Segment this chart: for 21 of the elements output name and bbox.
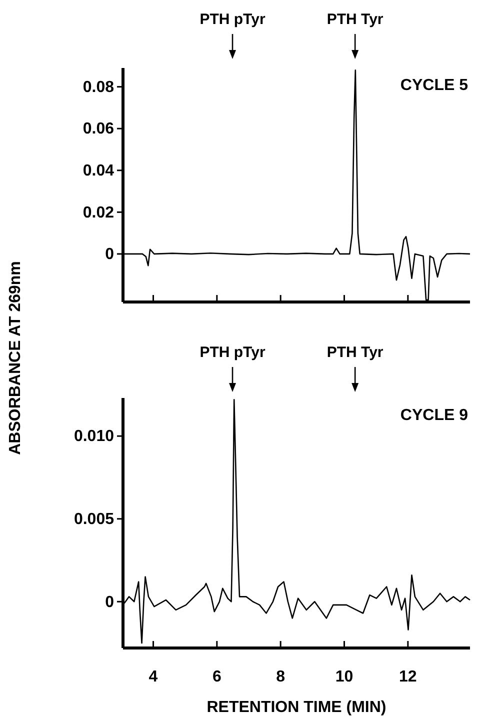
- x-tick-label: 6: [212, 668, 222, 686]
- y-tick-label: 0.06: [82, 120, 114, 138]
- y-axis-title: ABSORBANCE AT 269nm: [7, 261, 24, 455]
- x-tick-label: 4: [148, 668, 158, 686]
- y-tick-label: 0.04: [82, 162, 114, 180]
- ref-line-label: PTH pTyr: [200, 11, 266, 28]
- y-tick-label: 0.010: [74, 428, 114, 446]
- y-tick-label: 0: [105, 246, 114, 264]
- y-tick-label: 0: [105, 594, 114, 611]
- text: CYCLE 5: [400, 77, 468, 94]
- x-tick-label: 12: [399, 668, 417, 686]
- text: CYCLE 9: [400, 407, 468, 424]
- ref-line-label: PTH Tyr: [326, 11, 384, 28]
- y-tick-label: 0.08: [82, 78, 114, 96]
- y-tick-label: 0.005: [74, 510, 114, 528]
- x-tick-label: 8: [276, 668, 286, 686]
- ref-line-label: PTH pTyr: [200, 344, 266, 361]
- x-axis-title: RETENTION TIME (MIN): [206, 699, 386, 716]
- y-tick-label: 0.02: [82, 204, 114, 222]
- ref-line-label: PTH Tyr: [326, 344, 384, 361]
- x-tick-label: 10: [335, 668, 354, 686]
